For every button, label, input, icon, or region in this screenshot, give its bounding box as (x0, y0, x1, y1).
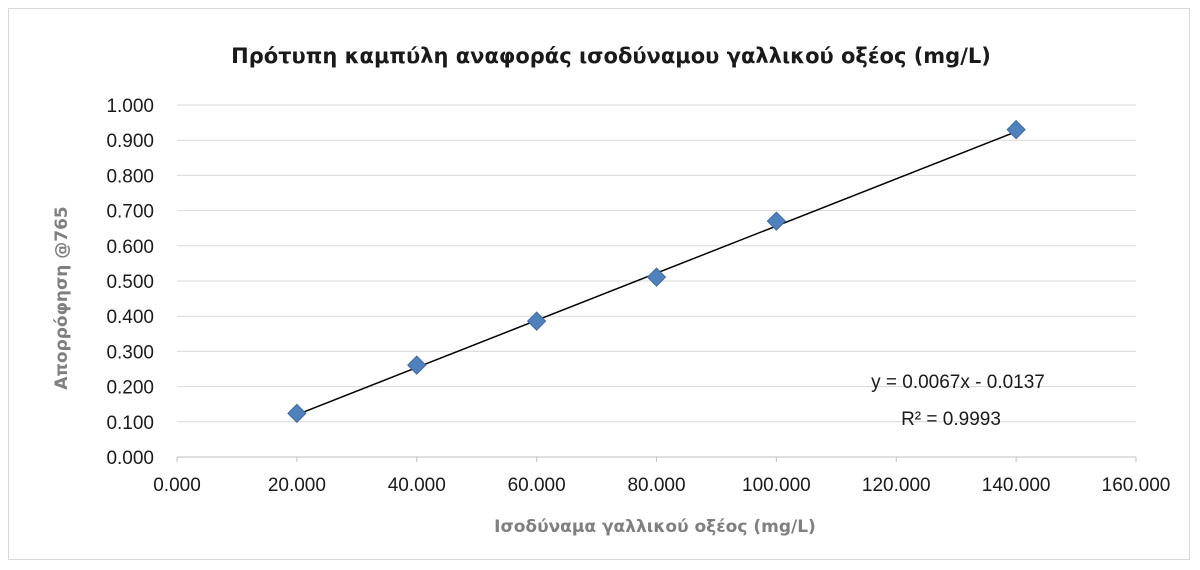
x-tick-label: 140.000 (982, 475, 1051, 496)
data-point (1006, 119, 1026, 140)
data-points (287, 119, 1026, 424)
chart-title: Πρότυπη καμπύλη αναφοράς ισοδύναμου γαλλ… (231, 44, 991, 68)
chart-frame (8, 8, 1190, 560)
data-point (407, 355, 427, 375)
x-axis-title: Ισοδύναμα γαλλικού οξέος (mg/L) (494, 517, 816, 537)
x-axis-ticks: 0.000 20.000 40.000 60.000 80.000 100.000 120.… (153, 457, 1170, 496)
x-tick-label: 80.000 (627, 475, 685, 496)
y-tick-label: 0.900 (106, 131, 154, 152)
y-tick-label: 0.300 (106, 342, 154, 363)
data-point (646, 267, 667, 287)
x-tick-label: 120.000 (862, 475, 931, 496)
trendline-equation: y = 0.0067x - 0.0137 (871, 372, 1045, 393)
y-tick-label: 0.200 (106, 378, 154, 399)
gridlines (177, 104, 1136, 423)
y-tick-label: 0.400 (106, 307, 154, 328)
y-tick-label: 0.700 (106, 202, 154, 223)
x-tick-label: 0.000 (153, 475, 201, 496)
y-tick-label: 0.100 (106, 413, 154, 434)
x-tick-label: 20.000 (268, 475, 326, 496)
y-tick-label: 0.500 (106, 272, 154, 293)
y-tick-label: 0.800 (106, 166, 154, 187)
y-tick-label: 0.600 (106, 237, 154, 258)
y-axis-ticks: 0.000 0.100 0.200 0.300 0.400 0.500 0.600 0.700… (106, 96, 154, 469)
x-tick-label: 160.000 (1102, 475, 1171, 496)
x-tick-label: 60.000 (508, 475, 566, 496)
data-point (526, 311, 547, 331)
data-point (287, 403, 307, 424)
r-squared: R² = 0.9993 (901, 409, 1001, 430)
x-tick-label: 40.000 (388, 475, 446, 496)
data-point (766, 211, 787, 231)
y-axis-title: Απορρόφηση @765 (52, 206, 72, 389)
x-tick-label: 100.000 (742, 475, 811, 496)
y-tick-label: 0.000 (106, 448, 154, 469)
y-tick-label: 1.000 (106, 96, 154, 117)
